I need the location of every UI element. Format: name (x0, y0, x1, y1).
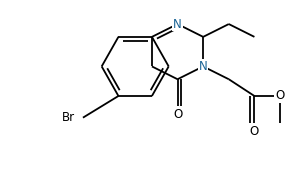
Text: O: O (275, 90, 285, 103)
Text: N: N (199, 60, 208, 73)
Text: O: O (250, 125, 259, 138)
Text: Br: Br (62, 111, 75, 124)
Text: N: N (173, 18, 182, 31)
Text: O: O (173, 108, 182, 121)
